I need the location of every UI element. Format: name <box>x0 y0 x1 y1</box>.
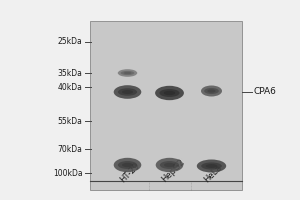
Ellipse shape <box>118 161 137 169</box>
Ellipse shape <box>124 72 131 74</box>
Ellipse shape <box>156 158 183 172</box>
Ellipse shape <box>204 88 219 94</box>
Text: HT-29: HT-29 <box>118 161 142 184</box>
Text: 100kDa: 100kDa <box>53 168 82 178</box>
Ellipse shape <box>164 91 175 95</box>
Ellipse shape <box>160 161 179 169</box>
Ellipse shape <box>121 71 134 75</box>
Ellipse shape <box>114 158 141 172</box>
Ellipse shape <box>122 90 133 94</box>
Ellipse shape <box>207 89 216 93</box>
Text: 40kDa: 40kDa <box>58 83 82 92</box>
Ellipse shape <box>159 89 180 97</box>
Text: 70kDa: 70kDa <box>58 144 82 154</box>
Ellipse shape <box>155 86 184 100</box>
Text: 35kDa: 35kDa <box>58 68 82 77</box>
Text: 25kDa: 25kDa <box>58 38 82 46</box>
Text: HeLa: HeLa <box>202 163 224 184</box>
Ellipse shape <box>118 88 137 96</box>
Text: HepG2: HepG2 <box>160 157 187 184</box>
Bar <box>90 21 242 190</box>
Text: 55kDa: 55kDa <box>58 116 82 126</box>
Text: CPA6: CPA6 <box>254 88 276 97</box>
Ellipse shape <box>118 69 137 77</box>
Ellipse shape <box>201 162 222 170</box>
Ellipse shape <box>114 85 141 99</box>
Ellipse shape <box>122 163 133 167</box>
Ellipse shape <box>197 160 226 172</box>
Ellipse shape <box>206 164 218 168</box>
Ellipse shape <box>164 163 175 167</box>
Ellipse shape <box>201 85 222 97</box>
